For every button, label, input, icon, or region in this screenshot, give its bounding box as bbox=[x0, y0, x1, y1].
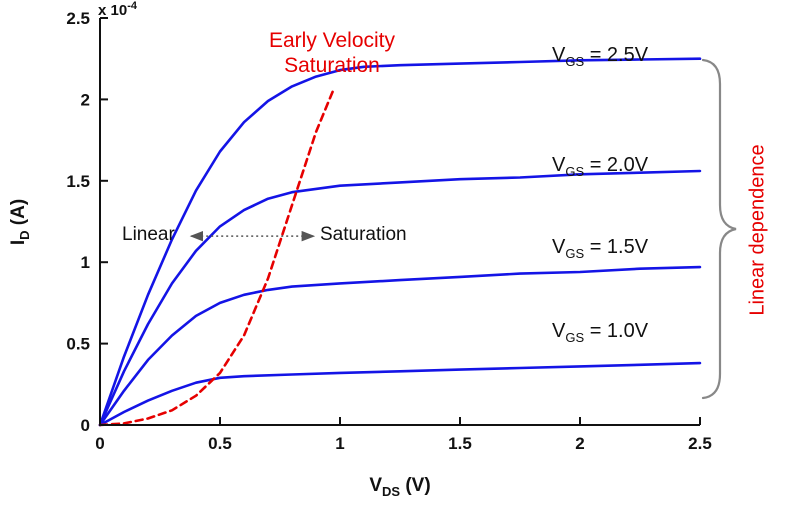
xlabel-subscript: DS bbox=[382, 483, 401, 499]
vgs-subscript: GS bbox=[565, 54, 585, 69]
vgs-subscript: GS bbox=[565, 330, 585, 345]
early-velocity-line2: Saturation bbox=[284, 54, 380, 78]
x-tick-label: 1.5 bbox=[448, 434, 472, 453]
multiplier-base: x 10 bbox=[98, 2, 128, 19]
curve-series-0 bbox=[98, 57, 702, 427]
curve-label-vgs-1-5: VGS = 1.5V bbox=[552, 236, 648, 261]
x-tick-label: 0 bbox=[95, 434, 104, 453]
y-tick-label: 2.5 bbox=[66, 9, 90, 28]
ylabel-subscript: D bbox=[16, 230, 32, 240]
y-tick-label: 1.5 bbox=[66, 172, 90, 191]
x-axis-label: VDS (V) bbox=[369, 475, 430, 499]
curve-series-3 bbox=[98, 361, 702, 427]
vgs-subscript: GS bbox=[565, 246, 585, 261]
axes bbox=[99, 18, 700, 426]
x-tick-label: 0.5 bbox=[208, 434, 232, 453]
y-tick-label: 2 bbox=[81, 90, 90, 109]
x-tick-label: 1 bbox=[335, 434, 344, 453]
vgs-symbol: V bbox=[552, 236, 566, 258]
early-velocity-saturation-annotation: Early Velocity Saturation bbox=[269, 28, 395, 78]
y-tick-label: 0.5 bbox=[66, 335, 90, 354]
xlabel-unit: (V) bbox=[400, 475, 431, 497]
vgs-symbol: V bbox=[552, 154, 566, 176]
x-tick-label: 2.5 bbox=[688, 434, 712, 453]
curve-label-vgs-2-5: VGS = 2.5V bbox=[552, 44, 648, 69]
vgs-subscript: GS bbox=[565, 164, 585, 179]
curve-label-vgs-1-0: VGS = 1.0V bbox=[552, 320, 648, 345]
y-axis-multiplier: x 10-4 bbox=[98, 0, 137, 19]
ylabel-unit: (A) bbox=[8, 198, 30, 231]
vgs-value: = 2.5V bbox=[584, 44, 649, 66]
y-tick-label: 1 bbox=[81, 253, 90, 272]
vgs-symbol: V bbox=[552, 44, 566, 66]
curve-label-vgs-2-0: VGS = 2.0V bbox=[552, 154, 648, 179]
early-velocity-line1: Early Velocity bbox=[268, 29, 396, 52]
curve-series-1 bbox=[98, 169, 702, 427]
vgs-value: = 2.0V bbox=[584, 154, 649, 176]
xlabel-symbol: V bbox=[369, 475, 383, 497]
curve-series-2 bbox=[98, 265, 702, 427]
ylabel-symbol: I bbox=[8, 239, 30, 246]
right-brace bbox=[701, 58, 737, 400]
vgs-value: = 1.0V bbox=[584, 320, 649, 342]
multiplier-exponent: -4 bbox=[127, 0, 137, 12]
linear-region-label: Linear bbox=[122, 224, 175, 245]
y-tick-label: 0 bbox=[81, 416, 90, 435]
y-axis-label: ID (A) bbox=[8, 199, 32, 245]
x-tick-label: 2 bbox=[575, 434, 584, 453]
saturation-region-label: Saturation bbox=[320, 224, 407, 245]
curve-velocity-saturation-locus bbox=[98, 90, 335, 427]
linear-dependence-label: Linear dependence bbox=[746, 144, 769, 316]
vgs-value: = 1.5V bbox=[584, 236, 649, 258]
vgs-symbol: V bbox=[552, 320, 566, 342]
